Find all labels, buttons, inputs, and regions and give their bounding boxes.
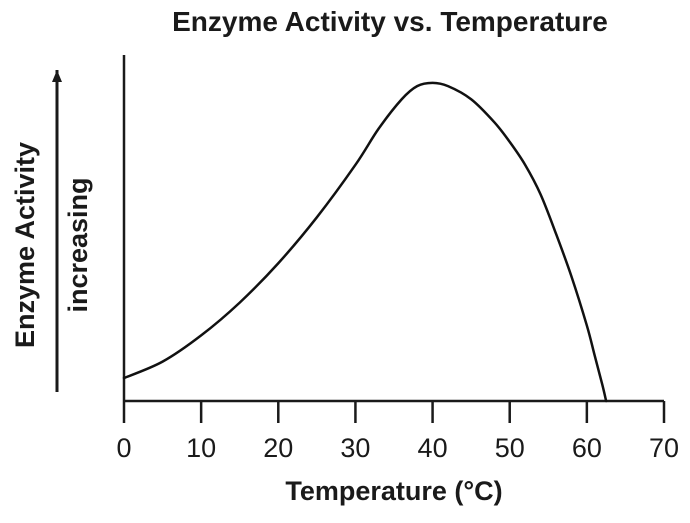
x-axis-label: Temperature (°C) [285, 476, 502, 506]
x-tick-label: 50 [495, 433, 525, 463]
x-tick-label: 60 [572, 433, 602, 463]
y-axis-sublabel: increasing [63, 177, 93, 312]
x-tick-label: 10 [186, 433, 216, 463]
series-line-0 [122, 81, 608, 403]
y-axis-label: Enzyme Activity [10, 142, 40, 348]
x-tick-label: 30 [340, 433, 370, 463]
chart-title: Enzyme Activity vs. Temperature [172, 6, 608, 37]
x-tick-label: 20 [263, 433, 293, 463]
x-tick-label: 0 [116, 433, 131, 463]
x-axis-ticks: 0 10 20 30 40 50 60 70 [116, 401, 679, 463]
x-tick-label: 70 [649, 433, 679, 463]
x-tick-label: 40 [418, 433, 448, 463]
series-layer [122, 81, 608, 403]
